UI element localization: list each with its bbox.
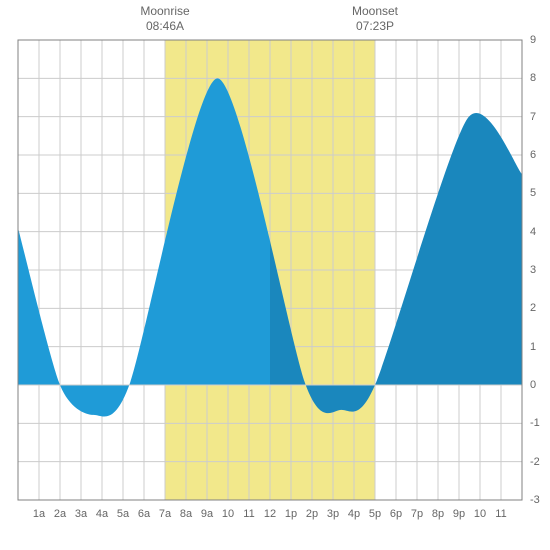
x-tick-label: 11: [495, 508, 506, 520]
y-tick-label: -1: [530, 417, 540, 429]
y-tick-label: 0: [530, 379, 536, 391]
x-tick-label: 1a: [33, 508, 45, 520]
y-tick-label: 9: [530, 34, 536, 46]
x-tick-label: 10: [222, 508, 234, 520]
x-tick-label: 3p: [327, 508, 339, 520]
x-tick-label: 9p: [453, 508, 465, 520]
y-tick-label: 5: [530, 187, 536, 199]
y-tick-label: -2: [530, 456, 540, 468]
x-tick-label: 1p: [285, 508, 297, 520]
moonrise-time: 08:46A: [140, 19, 189, 34]
y-tick-label: 3: [530, 264, 536, 276]
moonrise-label: Moonrise: [140, 4, 189, 19]
plot-svg: [0, 0, 550, 550]
x-tick-label: 8p: [432, 508, 444, 520]
x-tick-label: 7a: [159, 508, 171, 520]
y-tick-label: 7: [530, 111, 536, 123]
moonset-time: 07:23P: [352, 19, 398, 34]
x-tick-label: 2p: [306, 508, 318, 520]
x-tick-label: 5a: [117, 508, 129, 520]
y-tick-label: -3: [530, 494, 540, 506]
x-tick-label: 7p: [411, 508, 423, 520]
moonset-label: Moonset: [352, 4, 398, 19]
tide-chart: Moonrise 08:46A Moonset 07:23P 1a 2a 3a 4a 5…: [0, 0, 550, 550]
x-tick-label: 6a: [138, 508, 150, 520]
x-tick-label: 4p: [348, 508, 360, 520]
y-tick-label: 1: [530, 341, 536, 353]
moonset-annotation: Moonset 07:23P: [352, 4, 398, 34]
x-tick-label: 6p: [390, 508, 402, 520]
x-tick-label: 2a: [54, 508, 66, 520]
y-tick-label: 6: [530, 149, 536, 161]
x-tick-label: 8a: [180, 508, 192, 520]
x-tick-label: 9a: [201, 508, 213, 520]
x-tick-label: 11: [243, 508, 254, 520]
x-tick-label: 10: [474, 508, 486, 520]
y-tick-label: 4: [530, 226, 536, 238]
x-tick-label: 12: [264, 508, 276, 520]
y-tick-label: 2: [530, 302, 536, 314]
y-tick-label: 8: [530, 72, 536, 84]
x-tick-label: 5p: [369, 508, 381, 520]
x-tick-label: 4a: [96, 508, 108, 520]
moonrise-annotation: Moonrise 08:46A: [140, 4, 189, 34]
x-tick-label: 3a: [75, 508, 87, 520]
